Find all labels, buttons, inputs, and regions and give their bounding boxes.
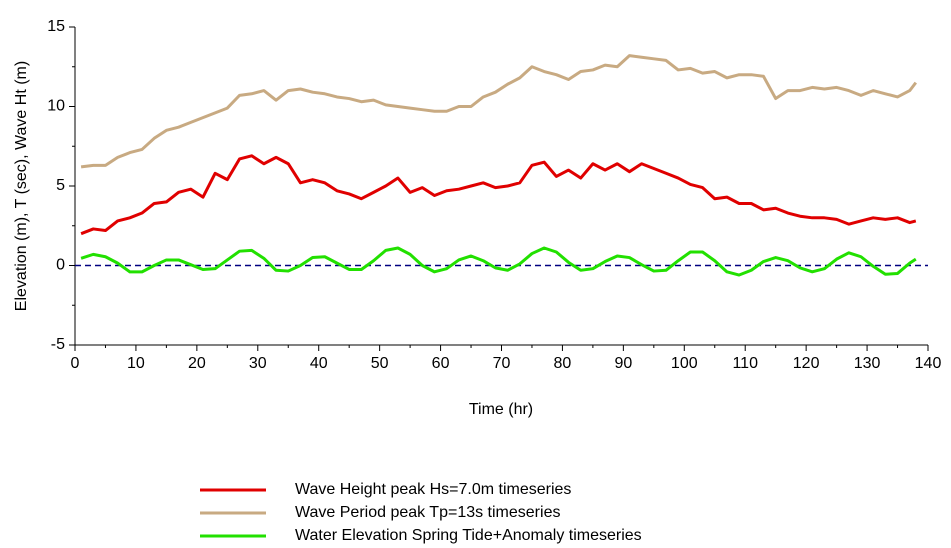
y-tick-label: 0 — [56, 257, 65, 274]
x-tick-label: 60 — [432, 355, 450, 372]
x-tick-label: 70 — [493, 355, 511, 372]
x-tick-label: 80 — [554, 355, 572, 372]
x-tick-label: 110 — [732, 355, 758, 372]
legend-label: Water Elevation Spring Tide+Anomaly time… — [295, 527, 642, 544]
y-tick-label: 10 — [47, 98, 65, 115]
y-axis-title: Elevation (m), T (sec), Wave Ht (m) — [13, 61, 30, 311]
x-tick-label: 100 — [671, 355, 698, 372]
y-tick-label: 15 — [47, 18, 65, 35]
x-tick-label: 0 — [71, 355, 80, 372]
legend-label: Wave Height peak Hs=7.0m timeseries — [295, 481, 571, 498]
x-tick-label: 50 — [371, 355, 389, 372]
series-line — [80, 246, 917, 277]
legend-label: Wave Period peak Tp=13s timeseries — [295, 504, 560, 521]
x-tick-label: 140 — [915, 355, 942, 372]
y-tick-label: 5 — [56, 177, 65, 194]
x-tick-label: 40 — [310, 355, 328, 372]
x-tick-label: 10 — [127, 355, 145, 372]
x-tick-label: 30 — [249, 355, 267, 372]
x-tick-label: 20 — [188, 355, 206, 372]
x-tick-label: 130 — [854, 355, 881, 372]
x-tick-label: 120 — [793, 355, 820, 372]
x-tick-label: 90 — [614, 355, 632, 372]
series-line — [80, 54, 918, 169]
x-axis-title: Time (hr) — [469, 401, 533, 418]
series-line — [80, 154, 917, 236]
y-tick-label: -5 — [51, 336, 65, 353]
